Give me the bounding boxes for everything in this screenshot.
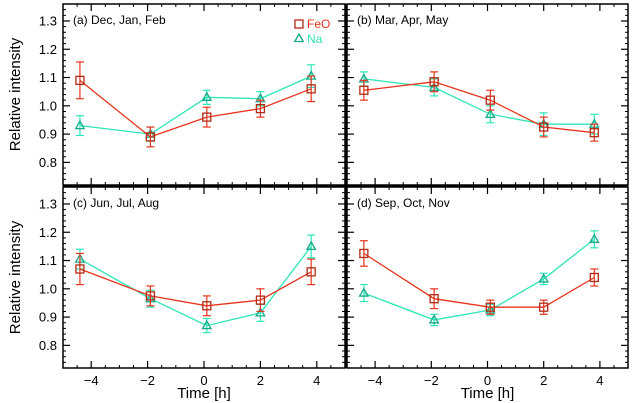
data-point bbox=[588, 233, 600, 243]
panel-label: (a) Dec, Jan, Feb bbox=[73, 13, 166, 27]
x-tick-label: −4 bbox=[368, 373, 383, 388]
data-point bbox=[539, 302, 549, 312]
data-point bbox=[589, 272, 599, 283]
data-point bbox=[589, 128, 599, 138]
data-point bbox=[358, 287, 370, 297]
panel-4: −4 −2 0 2 4 Time [h] (d) Sep, Oct, Nov bbox=[346, 186, 629, 402]
panel-frame bbox=[62, 3, 346, 186]
y-tick-label: 1.0 bbox=[39, 281, 57, 296]
data-point bbox=[485, 95, 495, 105]
series-na bbox=[74, 234, 317, 334]
legend-label-feo: FeO bbox=[307, 17, 330, 31]
data-point bbox=[539, 122, 549, 132]
series-line-feo bbox=[79, 268, 312, 307]
x-tick-label: −4 bbox=[84, 373, 99, 388]
panel-3: −4 −2 0 2 4 0.8 0.9 1.0 1.1 1.2 1.3 Relative intens… bbox=[7, 186, 346, 402]
series-na bbox=[74, 64, 317, 142]
legend-label-na: Na bbox=[307, 32, 323, 46]
x-tick-label: 4 bbox=[313, 373, 320, 388]
x-tick-label: 2 bbox=[257, 373, 264, 388]
data-point bbox=[429, 294, 439, 304]
panel-label: (c) Jun, Jul, Aug bbox=[73, 196, 159, 210]
panel-frame bbox=[346, 3, 629, 186]
series-line-feo bbox=[363, 252, 595, 308]
y-axis-title: Relative intensity bbox=[7, 220, 24, 334]
x-tick-label: −2 bbox=[424, 373, 439, 388]
x-tick-label: 0 bbox=[484, 373, 491, 388]
data-point bbox=[201, 91, 213, 101]
y-tick-label: 1.2 bbox=[39, 42, 57, 57]
series-na bbox=[358, 71, 600, 137]
y-tick-label: 1.3 bbox=[39, 196, 57, 211]
data-point bbox=[359, 85, 369, 95]
y-tick-label: 0.9 bbox=[39, 310, 57, 325]
series-na bbox=[358, 230, 600, 327]
data-point bbox=[428, 314, 440, 324]
legend-marker-na bbox=[293, 32, 305, 43]
data-point bbox=[255, 307, 266, 317]
y-tick-label: 0.9 bbox=[39, 127, 57, 142]
x-tick-label: 4 bbox=[596, 373, 603, 388]
y-tick-label: 1.3 bbox=[39, 13, 57, 28]
x-tick-label: −2 bbox=[140, 373, 155, 388]
data-point bbox=[306, 84, 316, 94]
panel-label: (d) Sep, Oct, Nov bbox=[357, 196, 450, 210]
data-point bbox=[201, 319, 213, 330]
data-point bbox=[305, 240, 317, 251]
series-feo bbox=[75, 252, 316, 317]
data-point bbox=[485, 108, 496, 118]
panel-frame bbox=[346, 186, 629, 369]
data-point bbox=[538, 273, 550, 283]
x-axis-title: Time [h] bbox=[461, 385, 515, 402]
data-point bbox=[145, 291, 156, 301]
data-point bbox=[485, 302, 495, 312]
x-axis-title: Time [h] bbox=[177, 385, 231, 402]
data-point bbox=[429, 77, 439, 87]
y-axis-title: Relative intensity bbox=[7, 37, 24, 151]
y-tick-label: 1.1 bbox=[39, 70, 57, 85]
data-point bbox=[359, 248, 369, 259]
panel-label: (b) Mar, Apr, May bbox=[357, 13, 448, 27]
data-point bbox=[145, 132, 156, 142]
data-point bbox=[75, 75, 85, 86]
y-tick-label: 0.8 bbox=[39, 155, 57, 170]
series-feo bbox=[75, 61, 316, 148]
y-tick-label: 1.1 bbox=[39, 253, 57, 268]
data-point bbox=[306, 267, 316, 277]
series-line-na bbox=[79, 246, 312, 327]
data-point bbox=[74, 119, 86, 130]
data-point bbox=[202, 301, 212, 311]
series-feo bbox=[359, 71, 599, 142]
data-point bbox=[255, 295, 266, 305]
data-point bbox=[202, 112, 212, 122]
series-line-na bbox=[363, 238, 595, 321]
y-tick-label: 1.0 bbox=[39, 98, 57, 113]
y-tick-label: 0.8 bbox=[39, 338, 57, 353]
series-line-feo bbox=[363, 81, 595, 134]
x-tick-label: 2 bbox=[540, 373, 547, 388]
y-tick-label: 1.2 bbox=[39, 225, 57, 240]
data-point bbox=[255, 103, 266, 114]
panel-2: (b) Mar, Apr, May bbox=[346, 3, 629, 186]
x-tick-label: 0 bbox=[200, 373, 207, 388]
series-line-na bbox=[79, 75, 312, 135]
series-line-feo bbox=[79, 79, 312, 138]
panel-frame bbox=[62, 186, 346, 369]
series-feo bbox=[359, 240, 599, 315]
data-point bbox=[75, 264, 85, 274]
panel-1: 0.8 0.9 1.0 1.1 1.2 1.3 Relative intensity (a) … bbox=[7, 3, 346, 186]
legend-marker-feo bbox=[294, 19, 304, 29]
